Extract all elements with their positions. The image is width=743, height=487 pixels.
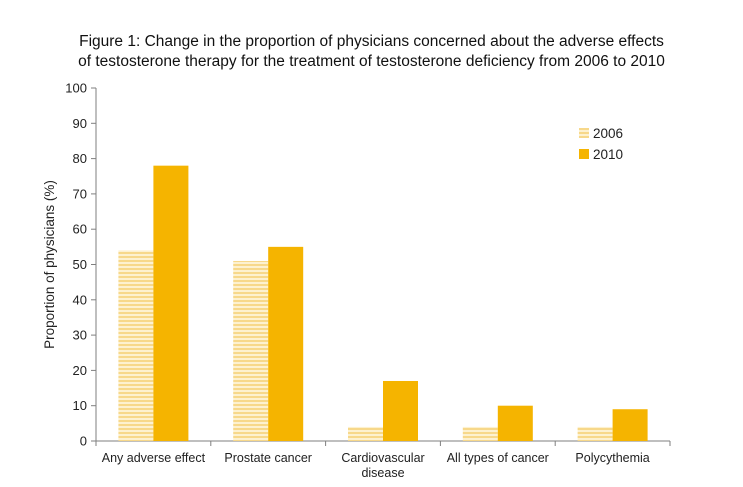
bar-2010-2 xyxy=(383,380,418,441)
y-tick-label: 60 xyxy=(73,222,87,237)
bar-2006-2 xyxy=(348,426,383,441)
y-axis-label: Proportion of physicians (%) xyxy=(42,180,57,349)
chart-title-line-2: of testosterone therapy for the treatmen… xyxy=(78,53,665,70)
y-tick-label: 10 xyxy=(73,398,87,413)
x-tick-label: All types of cancer xyxy=(447,451,549,465)
x-tick-label: Any adverse effect xyxy=(102,451,206,465)
x-tick-label: Cardiovascular xyxy=(341,451,424,465)
y-tick-label: 30 xyxy=(73,328,87,343)
y-tick-label: 80 xyxy=(73,151,87,166)
legend-label-2010: 2010 xyxy=(593,147,623,162)
bar-2010-4 xyxy=(612,409,648,441)
bar-2010-3 xyxy=(497,405,533,441)
bar-2006-4 xyxy=(577,426,613,441)
bar-2006-1 xyxy=(233,260,269,441)
legend-swatch-2006 xyxy=(579,128,589,138)
bar-2006-0 xyxy=(118,250,154,441)
bar-2010-1 xyxy=(268,246,304,441)
x-tick-label: disease xyxy=(361,466,404,480)
y-tick-label: 70 xyxy=(73,186,87,201)
y-tick-label: 40 xyxy=(73,292,87,307)
x-tick-label: Prostate cancer xyxy=(224,451,312,465)
legend-label-2006: 2006 xyxy=(593,126,623,141)
chart-title: Figure 1: Change in the proportion of ph… xyxy=(0,32,743,72)
y-tick-label: 90 xyxy=(73,116,87,131)
y-tick-label: 20 xyxy=(73,363,87,378)
chart-title-line-1: Figure 1: Change in the proportion of ph… xyxy=(79,33,664,50)
y-tick-label: 100 xyxy=(65,81,87,96)
y-tick-label: 50 xyxy=(73,257,87,272)
legend-swatch-2010 xyxy=(579,149,589,159)
y-tick-label: 0 xyxy=(80,434,87,449)
bar-2006-3 xyxy=(462,426,498,441)
bar-2010-0 xyxy=(153,165,189,441)
x-tick-label: Polycythemia xyxy=(575,451,649,465)
